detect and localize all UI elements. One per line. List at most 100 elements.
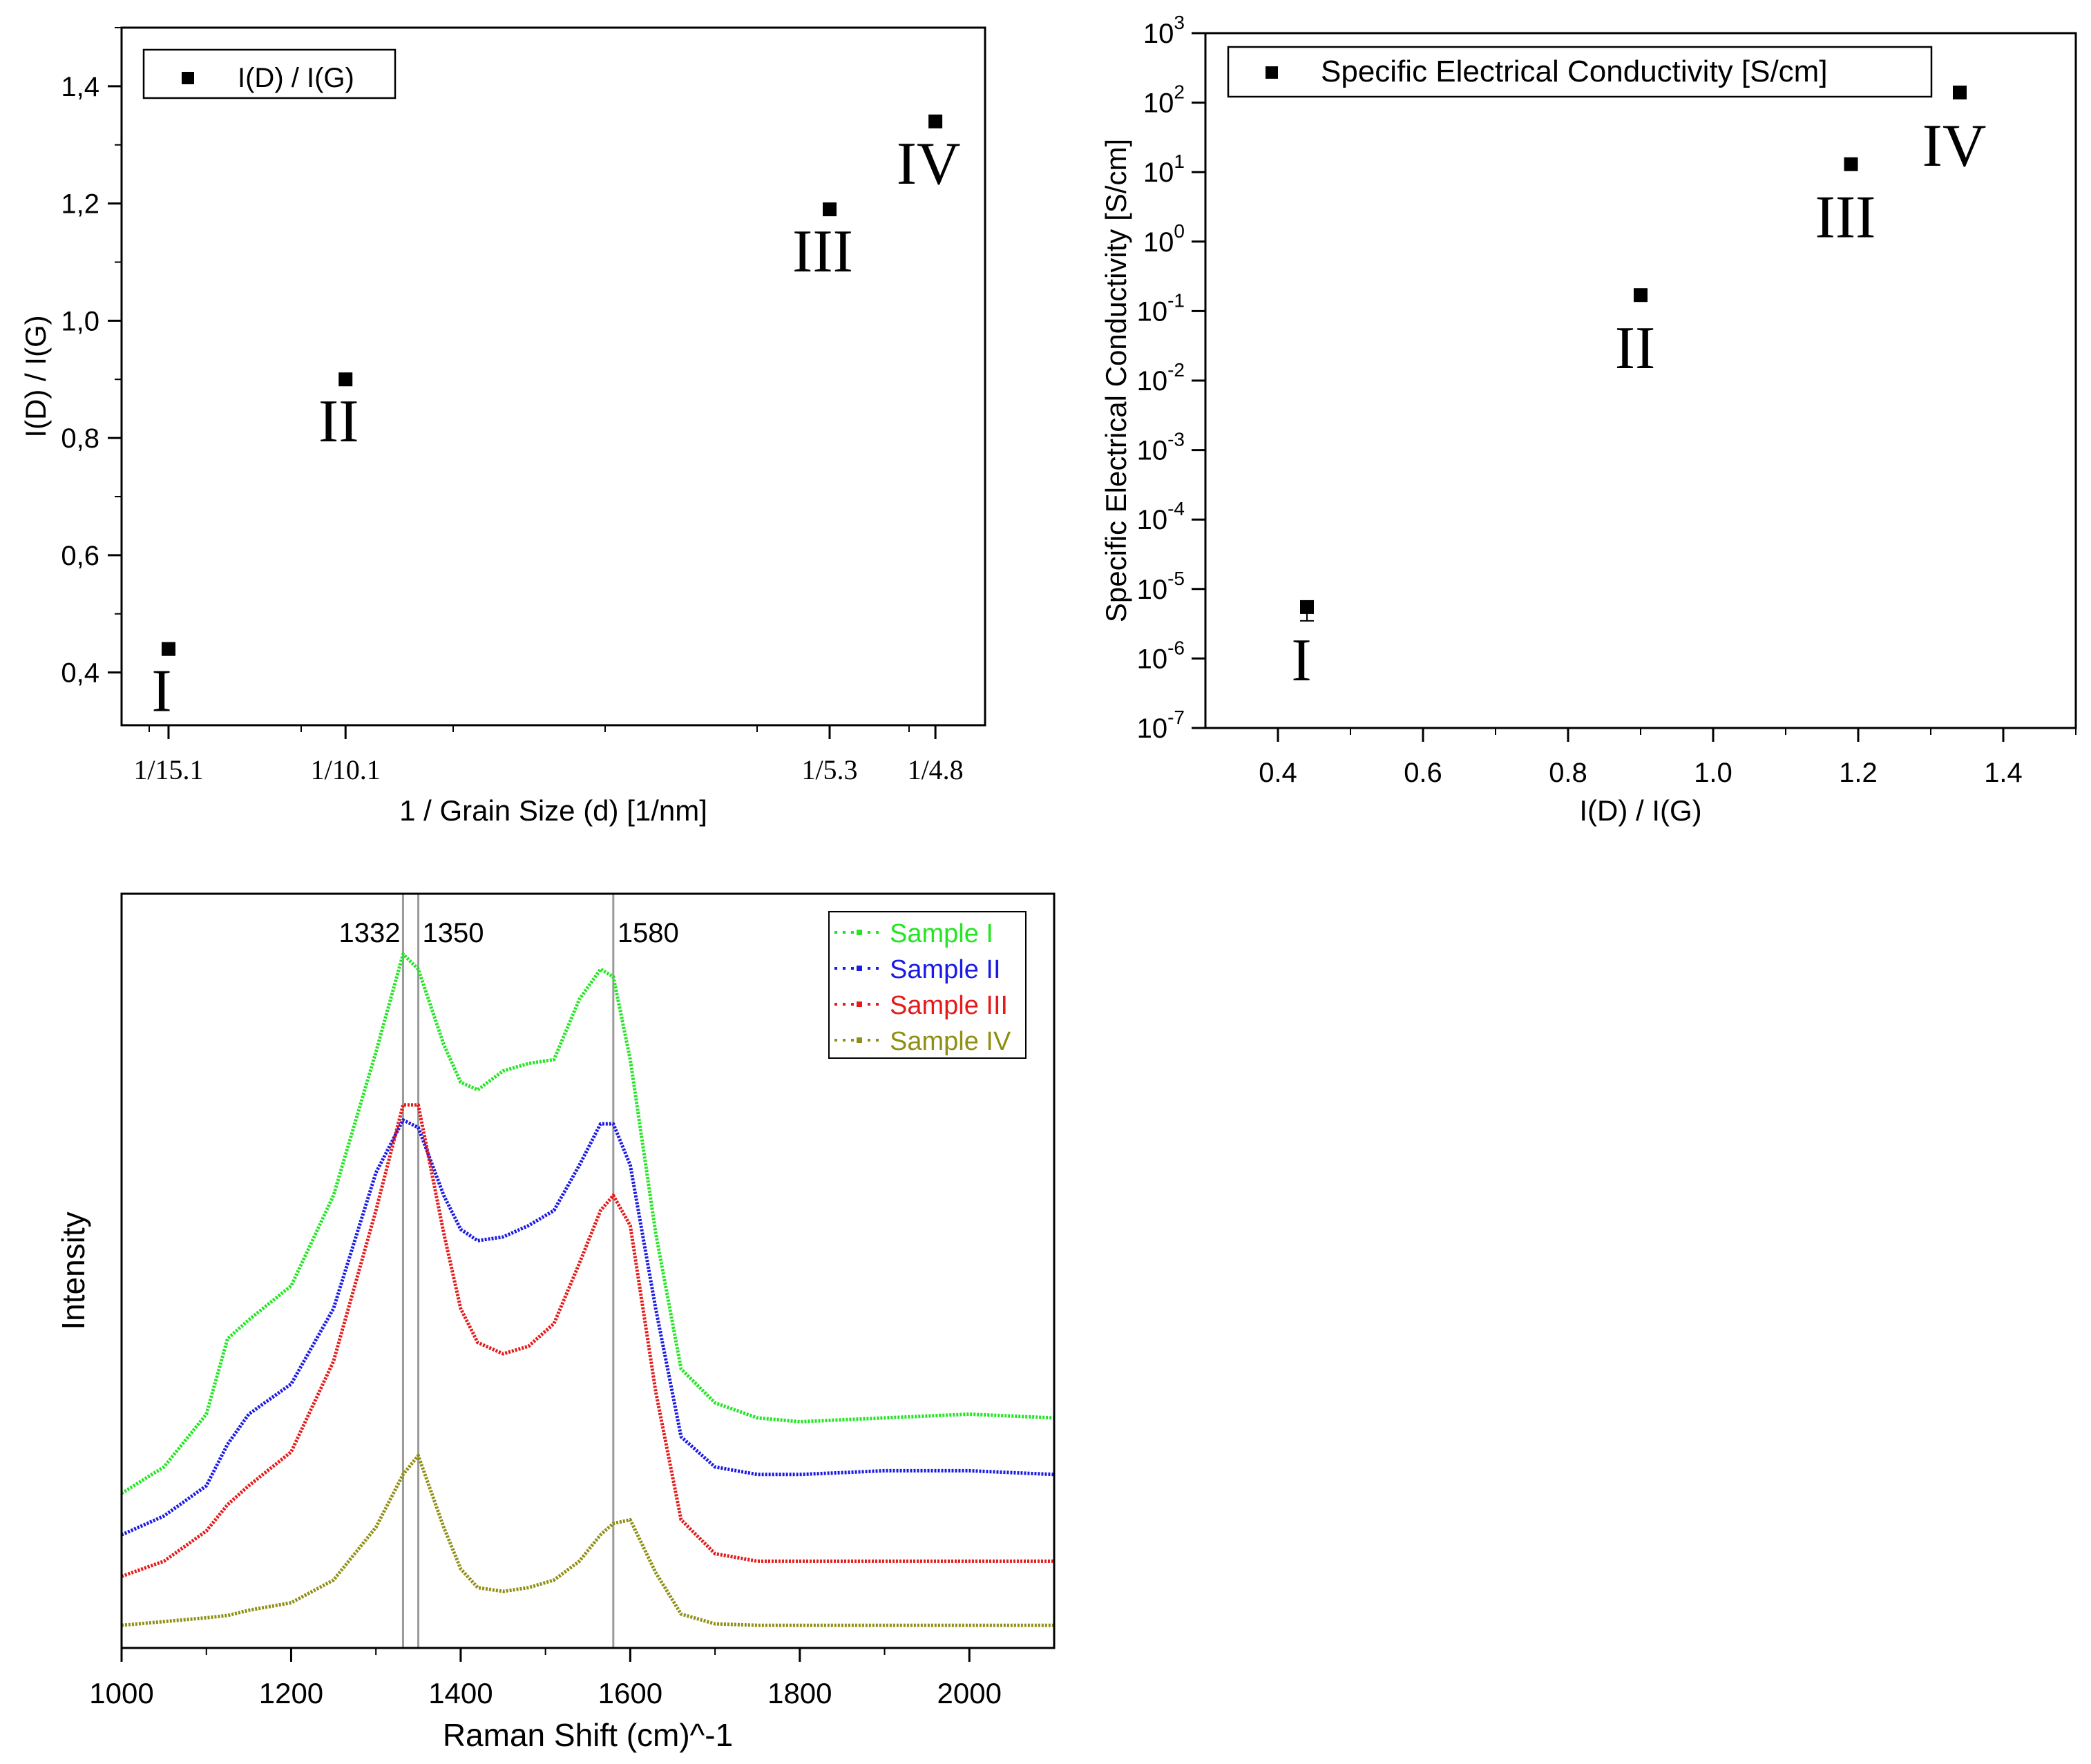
chart-2-x-tick-label: 0.8 — [1549, 758, 1587, 788]
chart-2-x-ticks: 0.4 0.6 0.8 1.0 1.2 1.4 — [1259, 728, 2076, 788]
chart-2-x-tick-label: 1.2 — [1839, 758, 1878, 788]
chart-3-reference-label: 1350 — [423, 918, 484, 948]
chart-2-y-tick-exponent: 1 — [1174, 151, 1185, 172]
chart-1-x-axis-label: 1 / Grain Size (d) [1/nm] — [399, 794, 707, 827]
chart-1-point-label: II — [318, 388, 359, 455]
chart-2-y-tick-label: 102 — [1143, 82, 1185, 119]
chart-2-y-tick-base: 10 — [1137, 296, 1168, 327]
chart-3-reference-label: 1580 — [618, 918, 679, 948]
chart-2-y-tick-exponent: -5 — [1167, 568, 1185, 589]
chart-1-legend-marker — [182, 72, 194, 84]
chart-2-y-tick-exponent: -3 — [1167, 429, 1185, 450]
chart-conductivity: 0.4 0.6 0.8 1.0 1.2 1.4 10-710-610-510-410-31… — [1100, 12, 2077, 827]
chart-3-x-tick-label: 1000 — [89, 1677, 153, 1709]
chart-2-y-tick-base: 10 — [1137, 505, 1168, 535]
chart-2-y-tick-label: 10-7 — [1137, 707, 1185, 744]
chart-1-legend-label: I(D) / I(G) — [238, 63, 354, 93]
chart-3-x-tick-label: 1800 — [767, 1677, 832, 1709]
chart-2-y-axis-label: Specific Electrical Conductivity [S/cm] — [1100, 139, 1132, 622]
chart-3-x-ticks: 1000 1200 1400 1600 1800 2000 — [89, 1648, 1002, 1709]
chart-2-x-tick-label: 0.4 — [1259, 758, 1297, 788]
chart-3-series-line — [121, 1103, 1054, 1578]
chart-2-y-tick-base: 10 — [1143, 227, 1174, 258]
chart-2-y-tick-base: 10 — [1137, 644, 1168, 674]
chart-1-data-point — [338, 372, 353, 387]
chart-1-x-tick-label: 1/4.8 — [908, 754, 964, 785]
chart-2-point-label: III — [1815, 184, 1876, 251]
chart-1-y-tick-label: 1,2 — [61, 189, 99, 220]
chart-1-data-point — [161, 642, 175, 656]
chart-2-y-tick-exponent: 3 — [1174, 12, 1185, 33]
chart-2-legend: Specific Electrical Conductivity [S/cm] — [1227, 46, 1933, 98]
chart-2-y-tick-exponent: -7 — [1167, 707, 1185, 728]
chart-3-y-axis-label: Intensity — [55, 1211, 91, 1330]
chart-1-y-tick-label: 0,8 — [61, 423, 99, 454]
chart-1-plot-frame — [120, 26, 986, 727]
chart-2-point-label: I — [1291, 627, 1311, 694]
chart-3-x-tick-label: 1200 — [259, 1677, 323, 1709]
chart-1-point-label: IV — [897, 131, 961, 198]
chart-2-y-tick-exponent: -1 — [1167, 289, 1185, 311]
chart-2-legend-label: Specific Electrical Conductivity [S/cm] — [1321, 55, 1828, 88]
chart-2-y-tick-base: 10 — [1137, 575, 1168, 605]
chart-3-reference-lines: 1332 1350 1580 — [338, 894, 679, 1648]
chart-3-x-tick-label: 1400 — [428, 1677, 493, 1709]
chart-2-y-tick-label: 103 — [1143, 12, 1185, 49]
chart-2-legend-marker — [1266, 66, 1278, 79]
chart-3-legend-label: Sample II — [890, 955, 1001, 984]
chart-2-x-tick-label: 1.4 — [1984, 758, 2023, 788]
chart-2-data-point — [1953, 85, 1967, 99]
chart-2-data-point — [1634, 288, 1648, 303]
chart-2-point-label: II — [1615, 315, 1656, 382]
chart-2-y-tick-label: 10-3 — [1137, 429, 1185, 466]
chart-2-y-tick-label: 10-4 — [1137, 498, 1185, 535]
chart-3-legend-marker — [857, 966, 862, 971]
chart-raman: 1332 1350 1580 1000 1200 1400 1600 1800 2000 Ra… — [55, 892, 1056, 1753]
chart-3-series-line — [120, 1118, 1055, 1537]
chart-1-x-tick-label: 1/5.3 — [801, 754, 857, 785]
chart-3-legend-items: Sample I Sample II Sample III Sample IV — [834, 919, 1011, 1056]
chart-2-y-tick-exponent: 0 — [1174, 220, 1185, 242]
chart-1-y-ticks: 0,4 0,6 0,8 1,0 1,2 1,4 — [61, 27, 122, 689]
chart-3-plot-frame — [120, 892, 1056, 1649]
chart-3-x-tick-label: 2000 — [937, 1677, 1002, 1709]
chart-1-y-tick-label: 1,4 — [61, 72, 99, 102]
chart-2-y-tick-label: 10-5 — [1137, 568, 1185, 605]
chart-2-y-tick-base: 10 — [1137, 436, 1168, 466]
chart-3-legend-box — [828, 911, 1027, 1059]
chart-2-y-tick-exponent: -4 — [1167, 498, 1185, 519]
chart-2-y-tick-exponent: -2 — [1167, 359, 1185, 381]
chart-3-legend-marker — [857, 1037, 862, 1043]
chart-2-x-tick-label: 1.0 — [1694, 758, 1732, 788]
chart-3-x-tick-label: 1600 — [598, 1677, 662, 1709]
chart-2-y-tick-label: 100 — [1143, 220, 1185, 258]
chart-3-x-axis-label: Raman Shift (cm)^-1 — [443, 1717, 733, 1753]
chart-1-x-ticks: 1/15.1 1/10.1 1/5.3 1/4.8 — [133, 725, 964, 785]
chart-1-data-point — [823, 202, 837, 217]
chart-1-x-tick-label: 1/15.1 — [133, 754, 203, 785]
chart-3-legend-marker — [857, 930, 862, 935]
chart-3-legend-marker — [857, 1001, 862, 1007]
chart-2-y-tick-base: 10 — [1137, 366, 1168, 396]
chart-2-x-tick-label: 0.6 — [1404, 758, 1442, 788]
chart-2-y-tick-base: 10 — [1143, 157, 1174, 188]
chart-3-reference-label: 1332 — [338, 918, 400, 948]
chart-2-y-tick-label: 101 — [1143, 151, 1185, 188]
chart-2-y-tick-base: 10 — [1137, 713, 1168, 744]
chart-2-y-tick-exponent: 2 — [1174, 82, 1185, 103]
chart-2-x-axis-label: I(D) / I(G) — [1579, 794, 1701, 827]
chart-2-y-tick-exponent: -6 — [1167, 637, 1185, 658]
chart-2-data-point — [1844, 157, 1858, 171]
chart-1-y-tick-label: 0,4 — [61, 658, 99, 689]
chart-3-series-line — [121, 1454, 1054, 1627]
chart-3-legend: Sample I Sample II Sample III Sample IV — [828, 911, 1027, 1059]
chart-1-legend: I(D) / I(G) — [142, 48, 397, 99]
chart-grain-size: 1/15.1 1/10.1 1/5.3 1/4.8 0,4 0,6 0,8 1,0 1,2 1,… — [19, 26, 986, 827]
chart-1-y-tick-label: 0,6 — [61, 541, 99, 571]
chart-2-y-tick-base: 10 — [1143, 88, 1174, 119]
chart-1-point-label: I — [151, 658, 171, 725]
chart-1-point-label: III — [792, 218, 853, 285]
